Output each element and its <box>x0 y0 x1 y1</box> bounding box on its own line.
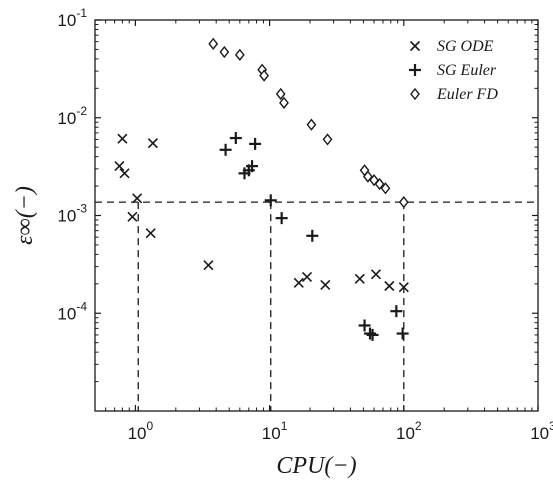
data-point <box>279 96 289 109</box>
x-tick-label: 102 <box>396 419 422 443</box>
x-tick-label: 100 <box>128 419 154 443</box>
data-point <box>293 277 304 288</box>
marker-stroke <box>147 138 158 149</box>
data-point <box>275 87 286 101</box>
marker-stroke <box>203 260 214 271</box>
marker-outline <box>279 96 289 109</box>
marker-stroke <box>293 277 304 288</box>
marker-outline <box>306 118 317 131</box>
data-point <box>374 177 385 191</box>
data-point <box>398 196 409 209</box>
legend: SG ODE SG Euler Euler FD <box>409 38 498 103</box>
data-point <box>246 160 259 173</box>
data-point <box>249 137 262 150</box>
data-point <box>380 182 391 195</box>
data-point <box>234 48 245 61</box>
x-axis-label: CPU(−) <box>276 453 356 479</box>
marker-outline <box>219 45 230 59</box>
marker-outline <box>362 170 373 183</box>
data-point <box>364 327 377 340</box>
data-point <box>264 194 277 207</box>
legend-marker <box>409 64 421 76</box>
data-point <box>322 133 333 146</box>
data-point <box>127 211 138 222</box>
data-point <box>370 269 382 280</box>
marker-outline <box>322 133 333 146</box>
data-point <box>114 161 125 172</box>
data-point <box>229 132 242 145</box>
marker-stroke <box>384 280 395 292</box>
legend-marker <box>409 40 421 52</box>
legend-label: SG Euler <box>437 62 497 79</box>
data-point <box>306 118 317 131</box>
marker-outline <box>398 196 409 209</box>
data-point <box>208 37 219 50</box>
data-point <box>390 305 403 318</box>
marker-outline <box>380 182 391 195</box>
legend-marker <box>410 87 420 101</box>
data-point <box>396 327 409 340</box>
data-point <box>398 282 409 293</box>
data-point <box>147 138 158 149</box>
data-point <box>320 279 331 290</box>
marker-stroke <box>301 271 313 283</box>
data-point <box>119 168 130 179</box>
data-point <box>384 280 395 292</box>
marker-outline <box>275 87 286 101</box>
axis-tick-labels: 100 101 102 103 10-4 10-3 10-2 10-1 <box>57 6 553 443</box>
y-tick-label: 10-4 <box>57 299 87 323</box>
data-point <box>301 271 313 283</box>
marker-outline <box>374 177 385 191</box>
data-point <box>306 229 319 242</box>
reference-lines <box>95 201 538 411</box>
data-point <box>132 193 143 204</box>
legend-label: SG ODE <box>437 38 494 55</box>
marker-stroke <box>398 282 409 293</box>
data-point <box>358 319 371 332</box>
marker-stroke <box>132 193 143 204</box>
marker-outline <box>259 69 269 82</box>
marker-stroke <box>409 40 421 52</box>
marker-stroke <box>127 211 138 222</box>
data-point <box>203 260 214 271</box>
data-point <box>354 273 365 284</box>
data-point <box>259 69 269 82</box>
data-point <box>275 212 288 225</box>
data-point <box>117 133 128 144</box>
data-point <box>219 143 232 156</box>
marker-outline <box>410 87 420 101</box>
marker-stroke <box>114 161 125 172</box>
marker-stroke <box>320 279 331 290</box>
x-tick-label: 101 <box>262 419 288 443</box>
x-tick-label: 103 <box>530 419 553 443</box>
marker-stroke <box>145 228 156 239</box>
y-tick-label: 10-3 <box>57 202 87 226</box>
marker-stroke <box>370 269 382 280</box>
axis-ticks <box>94 19 539 411</box>
marker-stroke <box>117 133 128 144</box>
data-point <box>219 45 230 59</box>
y-tick-label: 10-1 <box>57 6 87 30</box>
data-point <box>145 228 156 239</box>
y-axis-label: ε∞(−) <box>12 186 38 245</box>
data-markers <box>114 37 409 341</box>
data-point <box>366 328 379 341</box>
marker-stroke <box>119 168 130 179</box>
marker-outline <box>234 48 245 61</box>
legend-label: Euler FD <box>436 86 498 103</box>
marker-stroke <box>354 273 365 284</box>
y-tick-label: 10-2 <box>57 104 87 128</box>
marker-outline <box>208 37 219 50</box>
data-point <box>362 170 373 183</box>
